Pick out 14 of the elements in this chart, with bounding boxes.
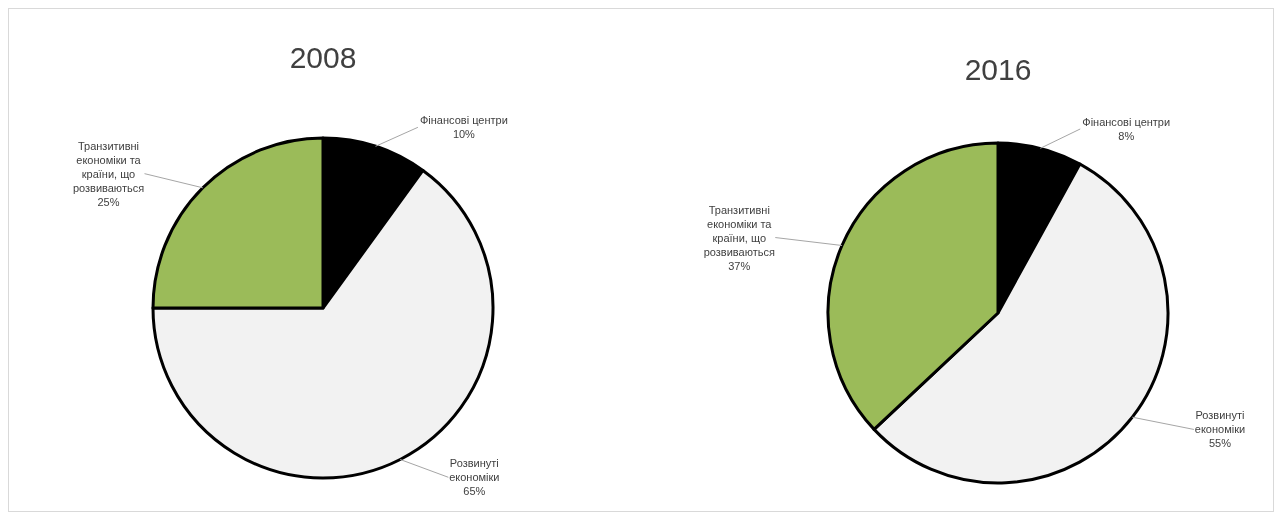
slice-label: Транзитивні економіки та країни, що розвиваються <box>703 203 775 258</box>
data-label: 25% <box>97 195 120 208</box>
data-label: 55% <box>1208 437 1232 450</box>
slice-label: Транзитивні економіки та країни, що розвиваються <box>72 139 145 194</box>
slice-label: Фінансові центри <box>1082 115 1171 128</box>
chart-title: 2008 <box>289 41 357 74</box>
data-label: 37% <box>728 259 751 272</box>
data-label: 65% <box>463 485 486 498</box>
data-label: 8% <box>1118 129 1135 142</box>
slice-label: Розвинуті економіки <box>449 457 500 484</box>
slice-label: Фінансові центри <box>419 114 508 127</box>
slice-label: Розвинуті економіки <box>1194 409 1246 436</box>
chart-title: 2016 <box>964 53 1032 86</box>
data-label: 10% <box>452 128 476 141</box>
